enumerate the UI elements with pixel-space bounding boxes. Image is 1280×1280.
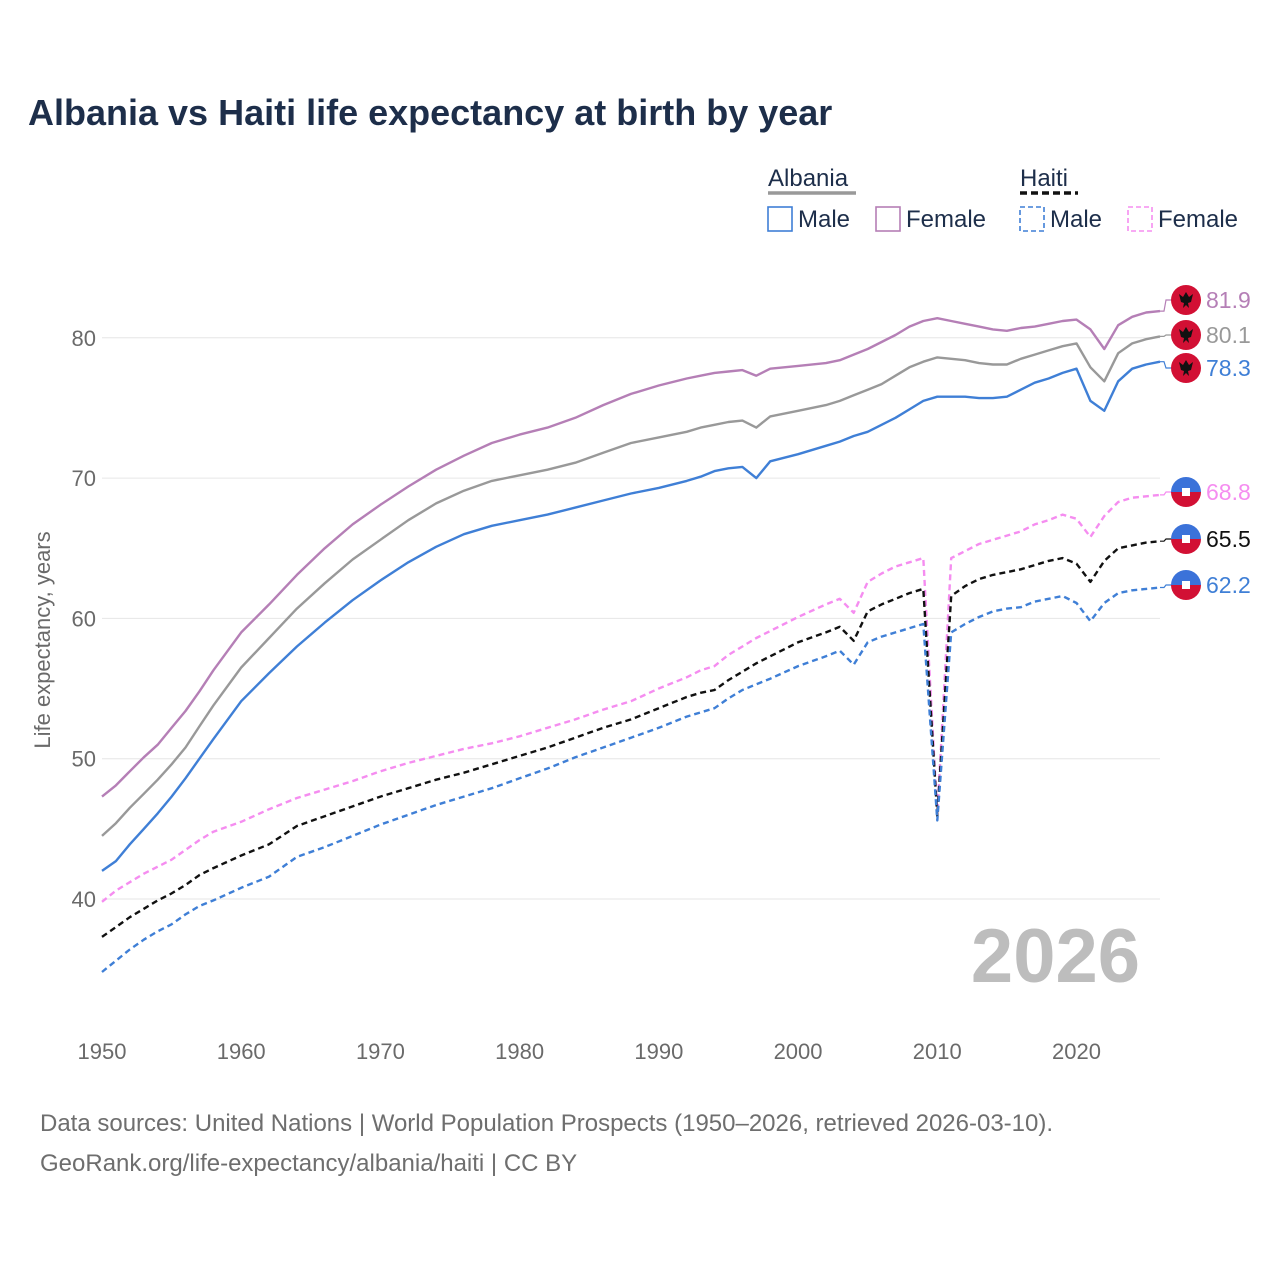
coat-of-arms-icon	[1182, 535, 1190, 543]
end-value-label: 65.5	[1206, 526, 1251, 552]
coat-of-arms-icon	[1182, 488, 1190, 496]
flag-marker	[1171, 320, 1201, 350]
y-axis-label: Life expectancy, years	[30, 531, 55, 748]
x-tick-label: 1960	[217, 1039, 266, 1064]
series-line-haiti-male	[101, 586, 1161, 973]
x-tick-label: 1950	[78, 1039, 127, 1064]
y-tick-label: 60	[72, 606, 96, 631]
series-line-albania-female	[101, 309, 1161, 798]
flag-marker	[1171, 570, 1201, 600]
label-connector	[1160, 299, 1172, 312]
x-tick-label: 1990	[634, 1039, 683, 1064]
end-value-label: 81.9	[1206, 287, 1251, 313]
legend: Albania Male Female Haiti Male Female	[767, 165, 1238, 233]
y-tick-label: 40	[72, 887, 96, 912]
legend-item-label: Female	[1158, 206, 1238, 233]
y-tick-label: 80	[72, 326, 96, 351]
series-line-albania-male	[101, 360, 1161, 872]
legend-item-label: Male	[1050, 206, 1102, 233]
gridlines	[102, 337, 1160, 900]
haiti-flag-lower	[1171, 585, 1201, 600]
x-tick-label: 1970	[356, 1039, 405, 1064]
end-value-label: 62.2	[1206, 572, 1251, 598]
label-connector	[1160, 538, 1172, 542]
y-tick-label: 50	[72, 747, 96, 772]
flag-marker	[1171, 524, 1201, 554]
legend-swatch	[1127, 206, 1153, 232]
flag-marker	[1171, 353, 1201, 383]
source-note: Data sources: United Nations | World Pop…	[40, 1104, 1053, 1184]
legend-swatch	[767, 206, 793, 232]
year-watermark: 2026	[971, 914, 1140, 999]
source-line: Data sources: United Nations | World Pop…	[40, 1110, 1054, 1137]
legend-swatch	[875, 206, 901, 232]
y-tick-label: 70	[72, 466, 96, 491]
haiti-flag-lower	[1171, 492, 1201, 507]
series-lines	[101, 309, 1161, 973]
eagle-icon	[1179, 327, 1193, 343]
flag-marker	[1171, 285, 1201, 315]
x-tick-label: 2010	[913, 1039, 962, 1064]
label-connector	[1160, 491, 1172, 496]
legend-item-label: Male	[798, 206, 850, 233]
x-tick-label: 2020	[1052, 1039, 1101, 1064]
credit-line: GeoRank.org/life-expectancy/albania/hait…	[40, 1150, 578, 1177]
y-axis: 40 50 60 70 80	[72, 326, 96, 912]
end-value-label: 80.1	[1206, 322, 1251, 348]
eagle-icon	[1179, 292, 1193, 308]
chart-title: Albania vs Haiti life expectancy at birt…	[28, 92, 833, 133]
series-line-haiti-total	[101, 540, 1161, 938]
x-tick-label: 2000	[774, 1039, 823, 1064]
legend-swatch	[1019, 206, 1045, 232]
end-labels: 81.9 80.1 78.3 68.8 65.5 62.2	[1160, 285, 1251, 600]
end-value-label: 68.8	[1206, 479, 1251, 505]
x-tick-label: 1980	[495, 1039, 544, 1064]
eagle-icon	[1179, 360, 1193, 376]
flag-marker	[1171, 477, 1201, 507]
haiti-flag-lower	[1171, 539, 1201, 554]
series-line-albania-total	[101, 335, 1161, 837]
haiti-flag-icon	[1171, 477, 1201, 492]
legend-item-label: Female	[906, 206, 986, 233]
coat-of-arms-icon	[1182, 581, 1190, 589]
label-connector	[1160, 584, 1172, 589]
x-axis: 1950 1960 1970 1980 1990 2000 2010 2020	[78, 1039, 1101, 1064]
series-line-haiti-female	[101, 493, 1161, 903]
legend-group-title: Albania	[768, 165, 849, 192]
label-connector	[1160, 361, 1172, 369]
haiti-flag-icon	[1171, 570, 1201, 585]
legend-group-title: Haiti	[1020, 165, 1068, 192]
haiti-flag-icon	[1171, 524, 1201, 539]
line-chart: Albania Male Female Haiti Male Female 40 50 60 7…	[30, 165, 1251, 1064]
label-connector	[1160, 334, 1172, 337]
end-value-label: 78.3	[1206, 355, 1251, 381]
